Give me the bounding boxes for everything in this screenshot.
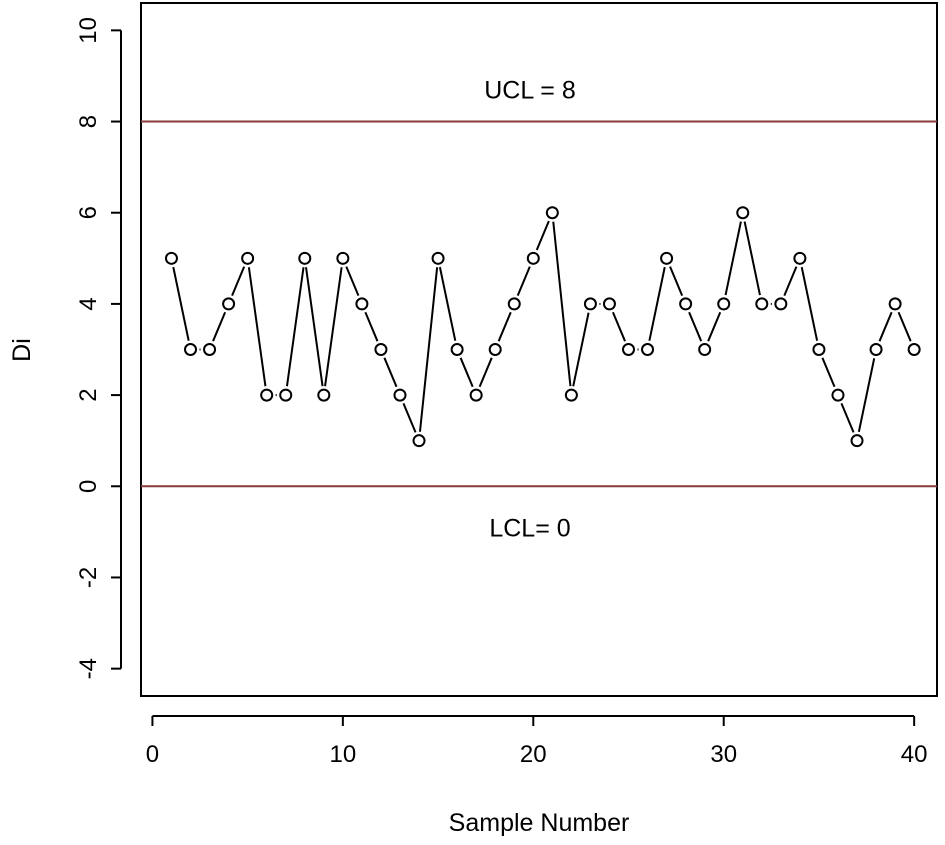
data-point xyxy=(869,343,883,356)
x-tick-label: 10 xyxy=(330,741,357,768)
data-point xyxy=(488,343,502,356)
series-segment xyxy=(552,221,572,387)
series-segment xyxy=(857,358,876,433)
data-point xyxy=(336,251,350,265)
series-segment xyxy=(669,266,684,296)
series-segment xyxy=(324,267,343,387)
series-segment xyxy=(612,311,626,342)
data-point xyxy=(755,297,769,311)
data-point xyxy=(907,343,921,356)
x-axis-label: Sample Number xyxy=(449,809,630,837)
series-segment xyxy=(345,266,360,296)
x-tick-label: 30 xyxy=(710,741,737,768)
y-axis: -4 -2 0 2 4 6 8 10 xyxy=(75,17,122,679)
series-segment xyxy=(783,266,798,296)
data-point xyxy=(679,297,693,311)
data-point xyxy=(602,297,616,311)
x-tick-label: 0 xyxy=(146,741,159,768)
series-segment xyxy=(572,312,590,387)
series-segment xyxy=(212,311,227,342)
data-point xyxy=(431,251,445,265)
data-point xyxy=(203,343,217,356)
data-point xyxy=(260,388,274,402)
series-segment xyxy=(497,311,512,342)
data-point xyxy=(450,343,464,356)
data-point xyxy=(812,343,826,356)
data-point xyxy=(850,434,864,448)
y-tick-label: 10 xyxy=(75,17,102,44)
series-segment xyxy=(821,357,836,388)
data-point xyxy=(698,343,712,356)
data-point xyxy=(641,343,655,356)
data-point xyxy=(622,343,636,356)
data-point xyxy=(736,206,750,220)
data-point xyxy=(545,206,559,220)
series-segment xyxy=(897,311,912,342)
series-segment xyxy=(478,357,493,388)
data-point xyxy=(660,251,674,265)
series-segment xyxy=(535,220,550,251)
x-axis: 0 10 20 30 40 xyxy=(146,715,928,768)
data-point xyxy=(888,297,902,311)
data-point xyxy=(355,297,369,311)
series-segment xyxy=(840,403,855,433)
data-point xyxy=(164,251,178,265)
data-point xyxy=(241,251,255,265)
series-segment xyxy=(707,311,722,342)
data-point xyxy=(222,297,236,311)
data-point xyxy=(317,388,331,402)
plot-frame xyxy=(140,2,938,697)
x-tick-label: 40 xyxy=(901,741,928,768)
control-limit-label: LCL= 0 xyxy=(489,514,570,542)
data-point xyxy=(393,388,407,402)
y-tick-label: 6 xyxy=(75,206,102,219)
series-segment xyxy=(516,266,531,296)
series-segment xyxy=(383,357,398,388)
data-point xyxy=(717,297,731,311)
data-point xyxy=(831,388,845,402)
data-series xyxy=(164,206,921,448)
y-tick-label: 0 xyxy=(75,480,102,493)
series-segment xyxy=(878,311,893,342)
series-segment xyxy=(688,311,703,342)
data-point xyxy=(469,388,483,402)
data-point xyxy=(184,343,198,356)
data-point xyxy=(412,434,426,448)
y-tick-label: -4 xyxy=(75,658,102,679)
data-point xyxy=(774,297,788,311)
series-segment xyxy=(285,267,305,387)
data-point xyxy=(793,251,807,265)
control-limit-label: UCL = 8 xyxy=(484,77,575,105)
series-segment xyxy=(172,266,190,341)
data-point xyxy=(583,297,597,311)
series-segment xyxy=(418,267,439,432)
series-segment xyxy=(231,266,246,296)
data-point xyxy=(298,251,312,265)
control-limits: UCL = 8 LCL= 0 xyxy=(141,77,937,542)
series-segment xyxy=(305,267,324,387)
data-point xyxy=(526,251,540,265)
data-point xyxy=(507,297,521,311)
data-point xyxy=(564,388,578,402)
series-segment xyxy=(724,221,742,296)
y-axis-label: Di xyxy=(8,338,36,362)
series-segment xyxy=(364,311,379,342)
data-point xyxy=(374,343,388,356)
y-tick-label: 2 xyxy=(75,388,102,401)
y-tick-label: -2 xyxy=(75,567,102,588)
x-tick-label: 20 xyxy=(520,741,547,768)
series-segment xyxy=(459,357,474,388)
series-segment xyxy=(438,266,457,341)
series-segment xyxy=(648,266,666,341)
series-segment xyxy=(743,221,761,296)
series-segment xyxy=(247,267,267,387)
series-segment xyxy=(800,266,819,341)
y-tick-label: 4 xyxy=(75,297,102,310)
data-point xyxy=(279,388,293,402)
y-tick-label: 8 xyxy=(75,115,102,128)
series-segment xyxy=(402,403,417,433)
